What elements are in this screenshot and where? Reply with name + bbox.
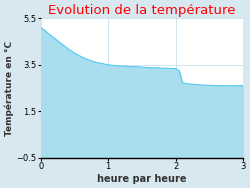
Title: Evolution de la température: Evolution de la température	[48, 4, 236, 17]
X-axis label: heure par heure: heure par heure	[97, 174, 187, 184]
Y-axis label: Température en °C: Température en °C	[4, 41, 14, 136]
